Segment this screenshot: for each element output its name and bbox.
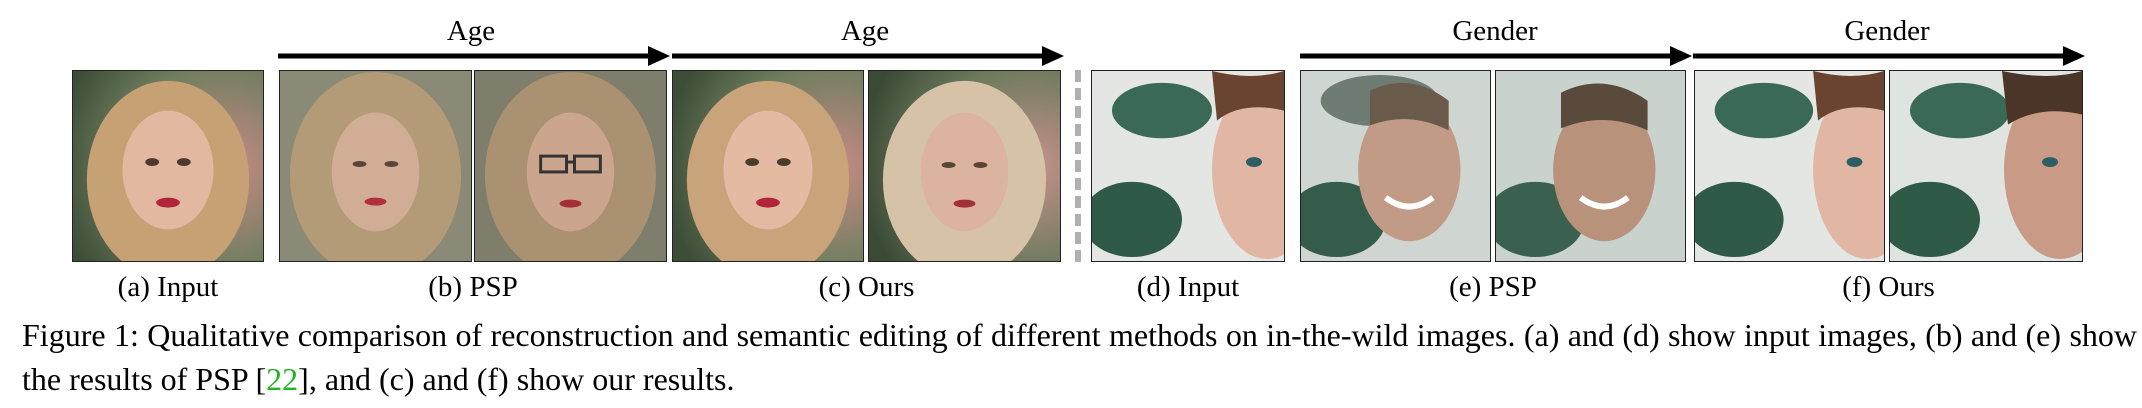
image-psp-b1 (279, 70, 472, 262)
image-psp-b2 (474, 70, 667, 262)
image-ours-c2 (868, 70, 1061, 262)
arrow-age-2 (672, 46, 1064, 66)
citation-link[interactable]: 22 (266, 361, 299, 397)
arrow-gender-2 (1693, 46, 2085, 66)
arrow-label-gender-1: Gender (1452, 15, 1538, 47)
subcaption-f: (f) Ours (1842, 271, 1935, 303)
image-ours-f2 (1889, 70, 2083, 262)
dashed-separator (1075, 70, 1081, 262)
arrow-label-gender-2: Gender (1844, 15, 1930, 47)
arrow-label-age-2: Age (840, 15, 890, 47)
subcaption-e: (e) PSP (1449, 271, 1537, 303)
caption-text-suffix: ], and (c) and (f) show our results. (298, 361, 735, 397)
image-psp-e2 (1495, 70, 1686, 262)
subcaption-a: (a) Input (117, 271, 219, 303)
image-input-d (1091, 70, 1285, 262)
image-ours-c1 (672, 70, 864, 262)
arrow-age-1 (278, 46, 670, 66)
image-input-a (72, 70, 264, 262)
subcaption-b: (b) PSP (428, 271, 518, 303)
figure-caption: Figure 1: Qualitative comparison of reco… (22, 313, 2137, 401)
arrow-label-age-1: Age (446, 15, 496, 47)
image-ours-f1 (1694, 70, 1885, 262)
caption-text-prefix: Figure 1: Qualitative comparison of reco… (22, 317, 2137, 397)
subcaption-d: (d) Input (1136, 271, 1240, 303)
subcaption-c: (c) Ours (818, 271, 915, 303)
arrow-gender-1 (1300, 46, 1692, 66)
image-psp-e1 (1300, 70, 1491, 262)
